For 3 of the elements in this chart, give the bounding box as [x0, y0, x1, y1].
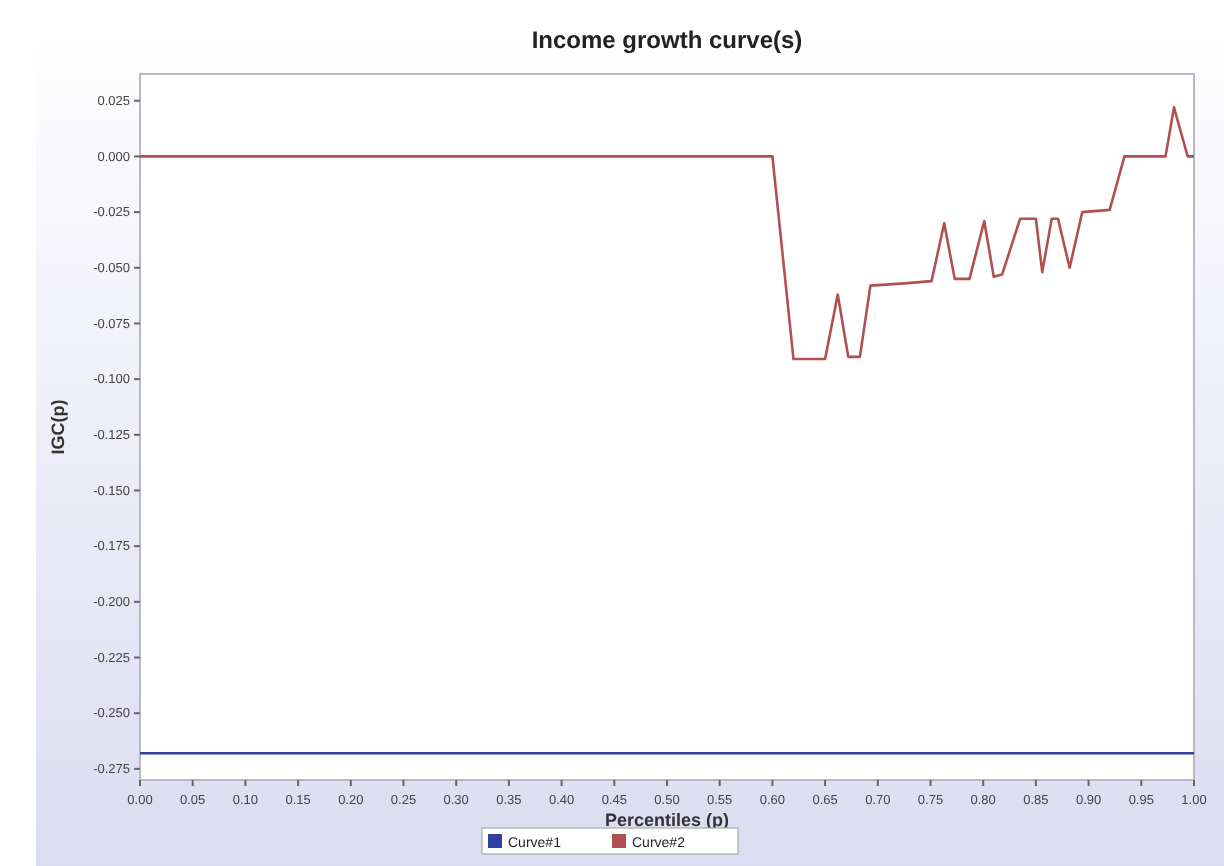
y-axis-title: IGC(p): [48, 399, 68, 455]
chart-title: Income growth curve(s): [531, 26, 803, 54]
line-series: [138, 106, 1196, 361]
